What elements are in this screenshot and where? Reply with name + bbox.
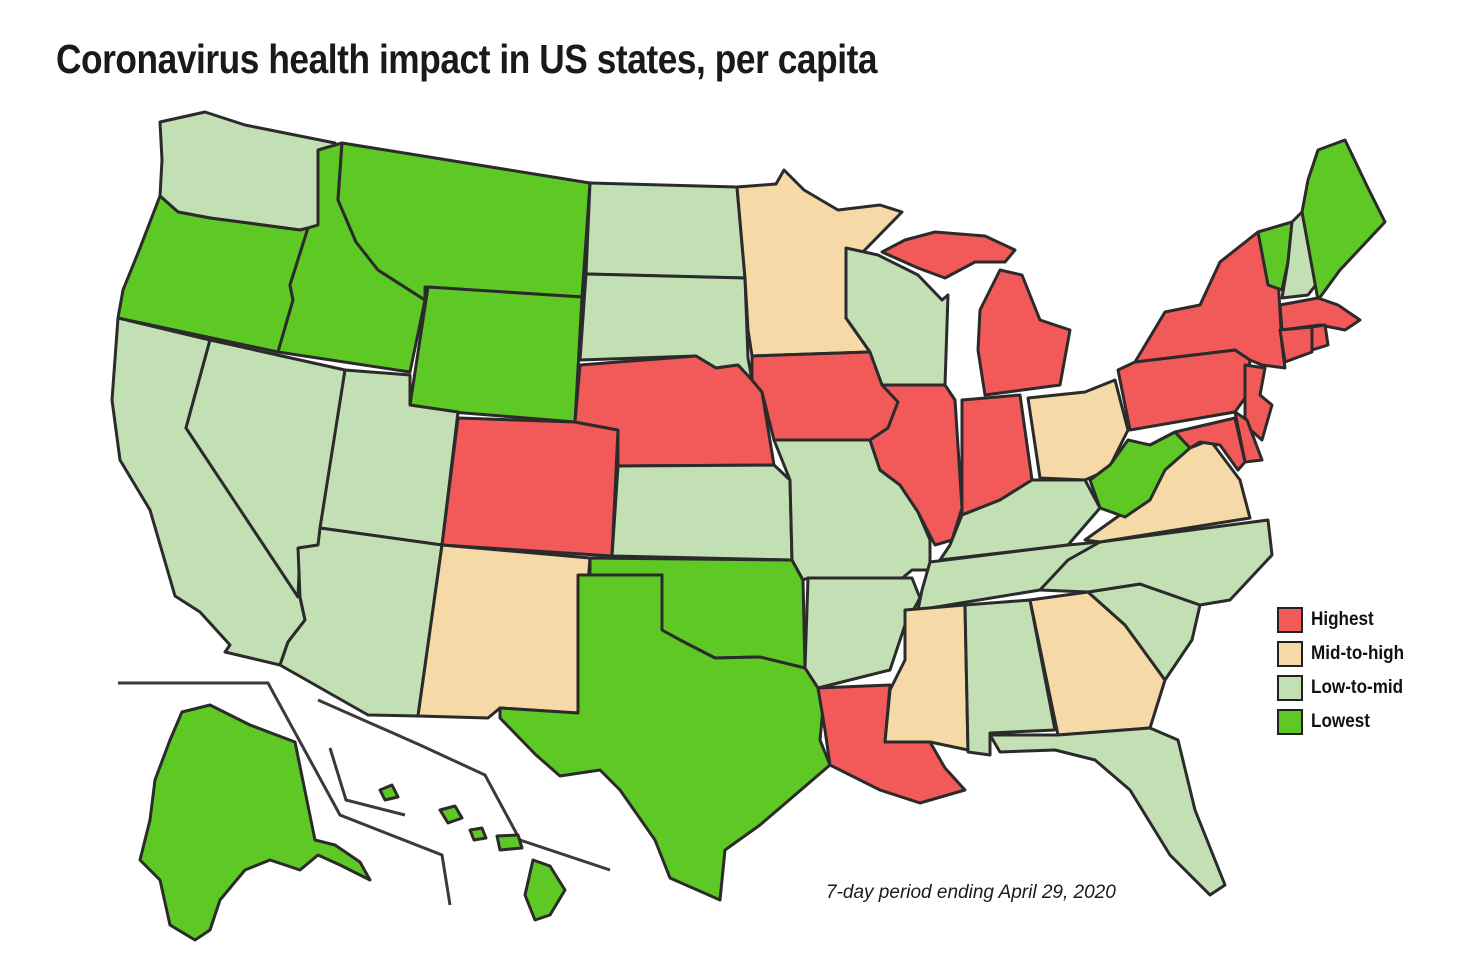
- legend-swatch-highest: [1277, 607, 1303, 633]
- state-NM: [416, 543, 592, 720]
- state-WI: [844, 246, 950, 387]
- state-MI-upper: [880, 230, 1017, 280]
- legend-label-low-to-mid: Low-to-mid: [1311, 677, 1404, 698]
- state-HI-5: [523, 858, 567, 922]
- state-NJ: [1243, 363, 1274, 442]
- legend: Highest Mid-to-high Low-to-mid Lowest: [1277, 603, 1414, 739]
- legend-item-low-to-mid: Low-to-mid: [1277, 671, 1414, 705]
- state-HI-3: [468, 826, 488, 842]
- state-OH: [1026, 378, 1130, 482]
- state-HI-4: [495, 833, 524, 852]
- legend-swatch-low-to-mid: [1277, 675, 1303, 701]
- legend-item-highest: Highest: [1277, 603, 1414, 637]
- inset-divider-lines: [118, 681, 611, 906]
- legend-label-mid-to-high: Mid-to-high: [1311, 643, 1405, 664]
- state-MD: [1148, 416, 1247, 472]
- state-RI: [1310, 323, 1330, 352]
- state-TX: [498, 573, 832, 902]
- state-CT: [1278, 325, 1314, 364]
- map-title: Coronavirus health impact in US states, …: [56, 36, 878, 82]
- state-FL: [988, 726, 1227, 897]
- state-KS: [610, 463, 794, 562]
- state-WY: [408, 285, 584, 424]
- state-CO: [440, 416, 620, 558]
- state-AK: [138, 703, 372, 942]
- legend-swatch-mid-to-high: [1277, 641, 1303, 667]
- state-NC: [1038, 518, 1274, 607]
- state-MN: [735, 168, 904, 358]
- state-HI-2: [438, 804, 464, 825]
- legend-swatch-lowest: [1277, 709, 1303, 735]
- state-ME: [1300, 138, 1387, 302]
- legend-item-mid-to-high: Mid-to-high: [1277, 637, 1414, 671]
- state-ND: [584, 181, 747, 280]
- state-MI-lower: [976, 268, 1072, 397]
- state-AZ: [278, 526, 444, 718]
- state-IL: [868, 383, 964, 547]
- legend-item-lowest: Lowest: [1277, 705, 1414, 739]
- date-range-note: 7-day period ending April 29, 2020: [826, 882, 1116, 903]
- legend-label-lowest: Lowest: [1311, 711, 1370, 732]
- state-AR: [803, 576, 922, 690]
- legend-label-highest: Highest: [1311, 609, 1374, 630]
- state-HI-1: [378, 783, 400, 802]
